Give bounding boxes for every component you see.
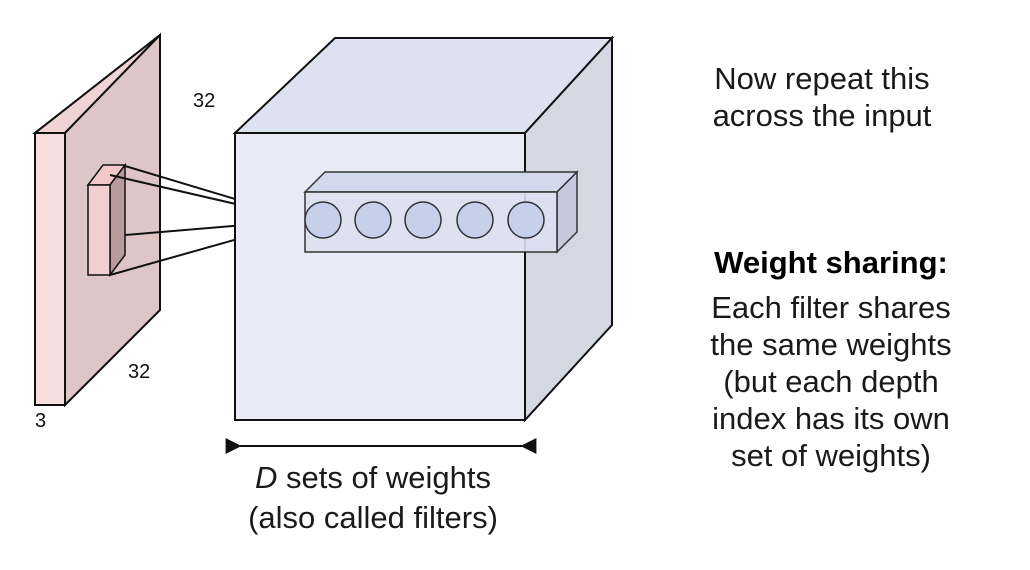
repeat-note: Now repeat this across the input — [712, 61, 932, 133]
input-width-label: 32 — [128, 361, 150, 383]
weight-sharing-line: the same weights — [710, 327, 952, 362]
input-volume-edge — [34, 132, 66, 406]
weight-sharing-line: set of weights) — [731, 438, 931, 473]
input-volume — [32, 32, 161, 408]
input-depth-label: 3 — [35, 410, 46, 432]
input-height-label: 32 — [193, 90, 215, 112]
weight-sharing-title: Weight sharing: — [714, 245, 948, 280]
weight-sharing-line: index has its own — [712, 401, 950, 436]
filters-caption-line2: (also called filters) — [248, 500, 498, 535]
neuron-circle — [507, 201, 545, 239]
neuron-circle — [456, 201, 494, 239]
weight-sharing-note: Weight sharing: Each filter shares the s… — [676, 244, 986, 474]
depth-column — [303, 170, 579, 254]
weight-sharing-line: (but each depth — [723, 364, 939, 399]
filters-caption: D sets of weights (also called filters) — [218, 458, 528, 538]
neuron-circle — [304, 201, 342, 239]
depth-variable: D — [254, 460, 278, 495]
filters-caption-line1: D sets of weights — [254, 460, 492, 495]
neuron-circle — [404, 201, 442, 239]
receptive-field — [86, 162, 127, 278]
neuron-circle — [354, 201, 392, 239]
weight-sharing-line: Each filter shares — [711, 290, 951, 325]
